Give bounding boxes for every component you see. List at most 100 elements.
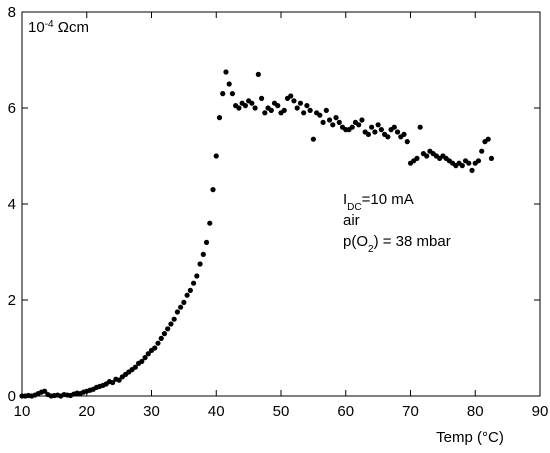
data-point [336,119,342,125]
data-point [297,100,304,106]
data-point [210,187,216,193]
data-point [469,167,475,173]
data-point [301,110,307,116]
data-point [255,71,261,77]
x-tick-label: 30 [143,403,160,420]
data-point [479,148,485,154]
data-point [178,304,184,310]
data-point [110,379,116,386]
data-point [142,355,148,361]
data-point [391,124,397,130]
data-point [459,163,465,169]
data-point [310,136,316,142]
data-point [252,105,258,111]
annotation: IDC=10 mA [343,191,414,213]
y-tick-label: 6 [8,100,16,117]
data-point [330,122,336,128]
y-tick-label: 2 [8,292,16,309]
data-point [132,364,138,370]
data-point [294,105,300,111]
annotation-part: ) = 38 mbar [374,233,451,250]
data-point [365,131,372,137]
data-point [281,107,287,113]
data-point [181,299,187,305]
annotation-part: I [343,191,347,208]
annotation-part: 2 [368,244,374,255]
data-point [42,388,48,394]
y-tick-label: 4 [8,196,16,213]
annotation-part: p(O [343,233,368,250]
y-axis-label-part: 10 [28,19,45,36]
data-point [317,112,323,118]
y-tick-label: 0 [8,388,16,405]
data-point [404,139,410,145]
annotation-part: DC [347,202,361,213]
data-point [375,122,381,128]
data-point [165,326,171,332]
annotation-part: air [343,212,360,229]
data-point [275,103,281,109]
data-point [304,103,310,109]
data-point [372,129,378,135]
x-tick-label: 40 [208,403,225,420]
data-point [174,309,180,315]
data-point [307,107,313,113]
data-point [116,377,122,383]
x-tick-label: 50 [273,403,290,420]
data-point [333,115,339,121]
data-point [475,158,482,164]
data-point [288,93,294,99]
data-point [326,117,333,123]
data-point [168,321,174,327]
data-point [194,273,200,279]
y-axis-label-part: Ωcm [54,19,89,36]
data-point [190,280,197,286]
data-point [223,69,229,75]
data-point [158,335,164,341]
x-tick-label: 80 [467,403,484,420]
data-point [155,340,161,346]
data-point [320,119,326,125]
data-point [161,331,168,337]
y-axis-label-part: -4 [45,19,54,30]
data-point [207,220,213,226]
data-point [378,127,384,133]
data-point [417,124,423,130]
data-point [359,117,365,123]
data-point [203,239,210,245]
data-point [236,105,242,111]
data-point [249,100,255,106]
y-axis-label: 10-4 Ωcm [28,19,89,37]
x-tick-label: 60 [337,403,354,420]
data-point [485,136,491,142]
data-point [394,129,401,135]
data-point [152,345,158,351]
data-point [349,124,355,130]
data-point [216,115,223,121]
data-point [145,351,151,357]
data-point [466,160,472,166]
annotation-part: =10 mA [362,191,414,208]
x-axis-label: Temp (°C) [436,429,504,446]
x-tick-label: 90 [532,403,549,420]
x-tick-label: 70 [402,403,419,420]
data-point [226,81,232,87]
data-point [197,261,203,267]
data-point [139,358,145,365]
data-point [200,251,206,257]
data-point [323,107,329,113]
annotation: p(O2) = 38 mbar [343,233,451,255]
y-tick-label: 8 [8,4,16,21]
x-tick-label: 20 [78,403,95,420]
data-point [488,155,495,161]
data-point [220,91,226,97]
data-point [401,131,407,137]
data-point [414,155,420,161]
data-point [385,134,391,140]
data-point [369,124,375,130]
data-point [356,122,362,128]
data-point [184,292,190,298]
data-point [229,91,236,97]
data-point [424,153,430,159]
